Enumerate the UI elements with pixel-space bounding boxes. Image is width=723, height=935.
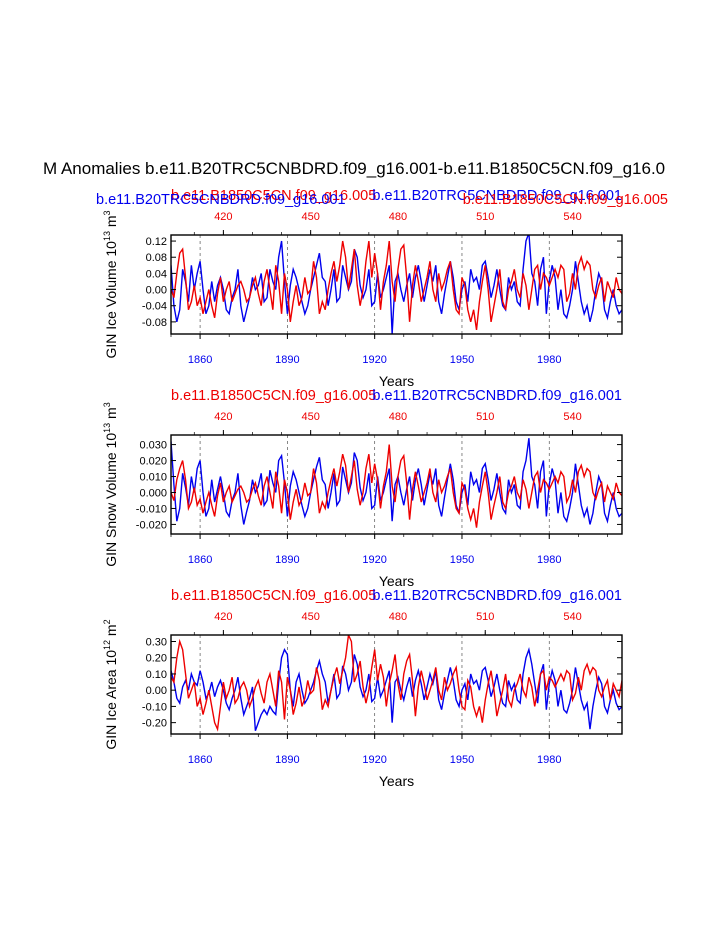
series-line-blue (171, 646, 622, 731)
ytick-label: 0.000 (139, 487, 167, 499)
ytick-label: 0.08 (146, 252, 167, 264)
xtick-label-top: 510 (476, 411, 494, 423)
xaxis-label: Years (379, 373, 414, 389)
yaxis-label-unit: m (103, 407, 119, 423)
series-line-blue (171, 235, 622, 334)
yaxis-label-main: GIN Ice Area 10 (103, 650, 119, 750)
xtick-label-bottom: 1920 (362, 554, 386, 566)
xtick-label-bottom: 1860 (188, 354, 212, 366)
xaxis-label: Years (379, 773, 414, 789)
ytick-label: -0.20 (142, 718, 167, 730)
xtick-label-top: 540 (563, 211, 581, 223)
ytick-label: -0.08 (142, 317, 167, 329)
series-line-red (171, 240, 622, 331)
ytick-label: -0.10 (142, 701, 167, 713)
xtick-label-top: 540 (563, 411, 581, 423)
yaxis-label-unit-exponent: 2 (102, 619, 112, 624)
ytick-label: 0.20 (146, 653, 167, 665)
xtick-label-bottom: 1890 (275, 354, 299, 366)
ytick-label: 0.030 (139, 440, 167, 452)
top-label-red: b.e11.B1850C5CN.f09_g16.005 (171, 588, 376, 604)
xtick-label-bottom: 1980 (537, 554, 561, 566)
xtick-label-bottom: 1920 (362, 354, 386, 366)
ytick-label: 0.00 (146, 685, 167, 697)
ytick-label: 0.04 (146, 268, 167, 280)
yaxis-label-main: GIN Snow Volume 10 (103, 433, 119, 567)
xtick-label-top: 450 (301, 411, 319, 423)
yaxis-label-unit: m (103, 624, 119, 640)
yaxis-label-exponent: 13 (102, 231, 112, 241)
ytick-label: -0.010 (136, 503, 167, 515)
panel-ice-volume: 0.12 0.08 0.04 0.00 -0.04 -0.08 1860 1890 1920 19… (96, 188, 668, 389)
yaxis-label: GIN Snow Volume 1013 m3 (102, 402, 119, 566)
xtick-label-bottom: 1950 (450, 754, 474, 766)
yaxis-label-exponent: 13 (102, 423, 112, 433)
series-line-red (171, 444, 622, 528)
ytick-label: -0.04 (142, 301, 167, 313)
xtick-label-top: 540 (563, 611, 581, 623)
ytick-label: 0.10 (146, 669, 167, 681)
ytick-label: -0.020 (136, 519, 167, 531)
plot-frame (170, 234, 623, 335)
xtick-label-bottom: 1920 (362, 754, 386, 766)
xtick-label-bottom: 1980 (537, 354, 561, 366)
xtick-label-top: 510 (476, 611, 494, 623)
xtick-label-bottom: 1890 (275, 554, 299, 566)
panel-snow-volume: 0.030 0.020 0.010 0.000 -0.010 -0.020 1860 1890… (102, 388, 623, 589)
figure-title: M Anomalies b.e11.B20TRC5CNBDRD.f09_g16.… (43, 159, 665, 178)
top-label-blue: b.e11.B20TRC5CNBDRD.f09_g16.001 (372, 388, 622, 404)
xtick-label-top: 420 (214, 411, 232, 423)
xtick-label-top: 420 (214, 211, 232, 223)
yaxis-label-unit-exponent: 3 (102, 402, 112, 407)
overlay-label-blue: b.e11.B20TRC5CNBDRD.f09_g16.001 (96, 192, 346, 208)
xtick-label-top: 450 (301, 211, 319, 223)
xtick-label-top: 450 (301, 611, 319, 623)
ytick-label: 0.00 (146, 285, 167, 297)
ytick-label: 0.020 (139, 456, 167, 468)
ytick-label: 0.010 (139, 472, 167, 484)
plot-frame (170, 634, 623, 735)
top-label-red: b.e11.B1850C5CN.f09_g16.005 (171, 188, 376, 204)
xtick-label-bottom: 1860 (188, 554, 212, 566)
panel-ice-area: 0.30 0.20 0.10 0.00 -0.10 -0.20 1860 1890 1920 19… (102, 588, 623, 789)
ytick-label: 0.30 (146, 636, 167, 648)
xtick-label-top: 420 (214, 611, 232, 623)
yaxis-label-main: GIN Ice Volume 10 (103, 241, 119, 359)
xtick-label-top: 480 (389, 211, 407, 223)
top-label-red: b.e11.B1850C5CN.f09_g16.005 (171, 388, 376, 404)
xtick-label-bottom: 1890 (275, 754, 299, 766)
ytick-label: 0.12 (146, 236, 167, 248)
xtick-label-top: 480 (389, 611, 407, 623)
panels: 0.12 0.08 0.04 0.00 -0.04 -0.08 1860 1890 1920 19… (96, 188, 668, 789)
top-label-blue: b.e11.B20TRC5CNBDRD.f09_g16.001 (372, 588, 622, 604)
top-label-blue: b.e11.B20TRC5CNBDRD.f09_g16.001 (372, 188, 622, 204)
series-line-blue (171, 438, 622, 525)
yaxis-label-exponent: 12 (102, 640, 112, 650)
xtick-label-bottom: 1950 (450, 554, 474, 566)
xtick-label-bottom: 1860 (188, 754, 212, 766)
xtick-label-top: 510 (476, 211, 494, 223)
yaxis-label: GIN Ice Area 1012 m2 (102, 619, 119, 749)
plot-frame (170, 434, 623, 535)
xtick-label-top: 480 (389, 411, 407, 423)
series-line-red (171, 635, 622, 732)
xtick-label-bottom: 1980 (537, 754, 561, 766)
yaxis-label-unit: m (103, 215, 119, 231)
xtick-label-bottom: 1950 (450, 354, 474, 366)
yaxis-label: GIN Ice Volume 1013 m3 (102, 210, 119, 358)
overlay-label-red: b.e11.B1850C5CN.f09_g16.005 (463, 192, 668, 208)
yaxis-label-unit-exponent: 3 (102, 210, 112, 215)
xaxis-label: Years (379, 573, 414, 589)
